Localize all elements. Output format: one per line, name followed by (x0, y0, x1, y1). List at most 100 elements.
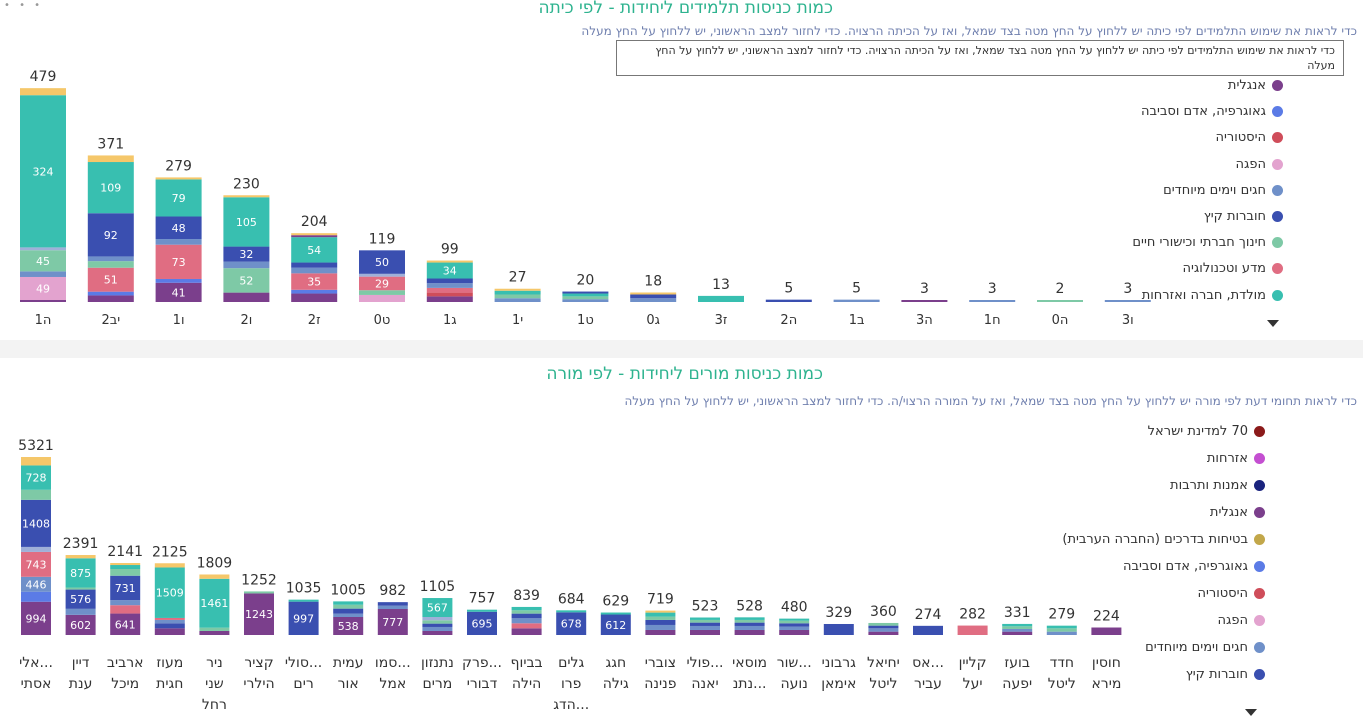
bar-segment[interactable] (291, 289, 338, 294)
bar-segment[interactable] (155, 278, 202, 283)
category-label[interactable]: ...הדג (553, 697, 589, 713)
category-label[interactable]: מעוז (156, 655, 183, 671)
bar-segment[interactable] (969, 300, 1016, 302)
category-label[interactable]: הילרי (243, 676, 274, 692)
bar-segment[interactable] (291, 293, 338, 302)
legend-item[interactable]: גאוגרפיה, אדם וסביבה (1141, 104, 1283, 119)
bar-segment[interactable] (65, 589, 96, 609)
bar-segment[interactable] (21, 551, 51, 577)
category-label[interactable]: חדד (1050, 655, 1074, 671)
bar-segment[interactable] (779, 629, 810, 635)
category-label[interactable]: ענת (69, 676, 93, 692)
bar-segment[interactable] (377, 605, 408, 610)
bar-segment[interactable] (288, 599, 319, 602)
bar-segment[interactable] (511, 610, 542, 614)
bar-segment[interactable] (494, 290, 541, 295)
bar-segment[interactable] (65, 608, 96, 615)
bar-segment[interactable] (1002, 626, 1033, 629)
bar-segment[interactable] (20, 276, 66, 300)
bar-segment[interactable] (426, 287, 473, 293)
bar-segment[interactable] (110, 605, 141, 614)
focus-mode-dots[interactable]: • • • (4, 0, 44, 11)
category-label[interactable]: גלים (558, 655, 584, 671)
bar-segment[interactable] (734, 617, 765, 620)
bar-segment[interactable] (110, 575, 141, 601)
category-label[interactable]: צוברי (645, 655, 676, 671)
category-label[interactable]: אמל (379, 676, 406, 692)
bar-segment[interactable] (868, 628, 899, 632)
bar-segment[interactable] (779, 623, 810, 627)
bar-segment[interactable] (65, 587, 96, 590)
bar-segment[interactable] (333, 604, 364, 609)
bar-segment[interactable] (426, 283, 473, 288)
bar-segment[interactable] (823, 623, 854, 635)
bar-segment[interactable] (333, 613, 364, 618)
bar-segment[interactable] (223, 268, 270, 293)
bar-segment[interactable] (868, 625, 899, 629)
legend-item[interactable]: חוברות קיץ (1186, 667, 1265, 682)
category-label[interactable]: ...נתנ (733, 676, 767, 692)
bar-segment[interactable] (426, 262, 473, 279)
category-label[interactable]: ...שור (777, 655, 812, 671)
bar-segment[interactable] (359, 290, 405, 295)
bar-segment[interactable] (901, 300, 948, 302)
category-label[interactable]: ניר (206, 655, 223, 671)
category-label[interactable]: בביוף (511, 655, 543, 671)
bar-segment[interactable] (630, 292, 677, 295)
bar-segment[interactable] (494, 298, 541, 302)
bar-segment[interactable] (20, 300, 66, 302)
category-label[interactable]: י1 (512, 313, 523, 328)
bar-segment[interactable] (333, 608, 364, 614)
category-label[interactable]: ט0 (374, 313, 391, 328)
bar-segment[interactable] (223, 292, 270, 302)
bar-segment[interactable] (199, 630, 230, 635)
legend-item[interactable]: 70 למדינת ישראל (1148, 424, 1265, 439)
bar-segment[interactable] (690, 629, 720, 635)
bar-segment[interactable] (494, 288, 541, 291)
bar-segment[interactable] (630, 298, 677, 302)
bar-segment[interactable] (734, 622, 765, 626)
bar-segment[interactable] (291, 235, 338, 238)
bar-segment[interactable] (562, 291, 609, 294)
bar-segment[interactable] (690, 625, 720, 630)
category-label[interactable]: ה0 (1052, 313, 1069, 328)
bar-segment[interactable] (21, 499, 51, 547)
bar-segment[interactable] (291, 267, 338, 274)
bar-segment[interactable] (199, 627, 230, 631)
bar-segment[interactable] (556, 612, 587, 635)
teachers-legend-scroll-down-icon[interactable] (1245, 709, 1257, 716)
bar-segment[interactable] (154, 628, 185, 635)
bar-segment[interactable] (422, 626, 453, 631)
category-label[interactable]: נתנזון (421, 655, 454, 671)
category-label[interactable]: עביר (914, 676, 942, 692)
bar-segment[interactable] (110, 563, 141, 566)
bar-segment[interactable] (377, 609, 408, 635)
legend-item[interactable]: אנגלית (1228, 78, 1283, 93)
bar-segment[interactable] (645, 612, 676, 617)
legend-item[interactable]: חגים וימים מיוחדים (1145, 640, 1265, 655)
students-legend-scroll-down-icon[interactable] (1267, 320, 1279, 327)
bar-segment[interactable] (155, 179, 202, 217)
category-label[interactable]: ח1 (984, 313, 1001, 328)
legend-item[interactable]: מולדת, חברה ואזרחות (1142, 288, 1283, 303)
category-label[interactable]: יב2 (101, 313, 120, 328)
bar-segment[interactable] (199, 578, 230, 628)
bar-segment[interactable] (630, 294, 677, 299)
bar-segment[interactable] (779, 626, 810, 630)
category-label[interactable]: ג0 (646, 313, 660, 328)
category-label[interactable]: רחל (202, 697, 227, 713)
bar-segment[interactable] (288, 601, 319, 635)
bar-segment[interactable] (244, 593, 274, 635)
bar-segment[interactable] (87, 261, 134, 268)
bar-segment[interactable] (154, 563, 185, 568)
bar-segment[interactable] (291, 273, 338, 290)
bar-segment[interactable] (426, 296, 473, 302)
category-label[interactable]: ארביב (107, 655, 144, 671)
category-label[interactable]: ...סולי (285, 655, 322, 671)
bar-segment[interactable] (65, 558, 96, 588)
category-label[interactable]: חוסין (1092, 655, 1121, 671)
bar-segment[interactable] (21, 576, 51, 592)
bar-segment[interactable] (562, 293, 609, 297)
bar-segment[interactable] (1037, 300, 1083, 302)
bar-segment[interactable] (645, 610, 676, 613)
